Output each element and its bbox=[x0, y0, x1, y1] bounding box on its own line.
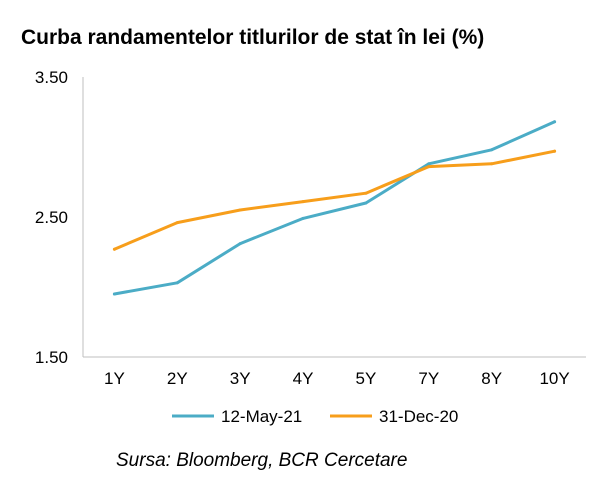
x-tick-label: 10Y bbox=[539, 369, 569, 388]
x-tick-label: 5Y bbox=[356, 369, 377, 388]
x-tick-label: 1Y bbox=[104, 369, 125, 388]
data-point bbox=[553, 149, 557, 153]
x-tick-label: 4Y bbox=[293, 369, 314, 388]
legend-label-1: 12-May-21 bbox=[221, 407, 302, 426]
data-point bbox=[427, 162, 431, 166]
data-point bbox=[490, 162, 494, 166]
chart-title: Curba randamentelor titlurilor de stat î… bbox=[21, 26, 485, 49]
data-point bbox=[175, 221, 179, 225]
data-point bbox=[553, 120, 557, 124]
y-tick-label: 1.50 bbox=[35, 348, 68, 367]
data-point bbox=[364, 201, 368, 205]
series-line-2 bbox=[112, 149, 557, 251]
series-lines bbox=[112, 120, 557, 296]
x-tick-label: 3Y bbox=[230, 369, 251, 388]
data-point bbox=[364, 191, 368, 195]
legend-label-2: 31-Dec-20 bbox=[379, 407, 458, 426]
y-tick-labels: 3.50 2.50 1.50 bbox=[35, 68, 68, 367]
x-tick-labels: 1Y 2Y 3Y 4Y 5Y 7Y 8Y 10Y bbox=[104, 369, 570, 388]
data-point bbox=[238, 208, 242, 212]
x-tick-label: 2Y bbox=[167, 369, 188, 388]
data-point bbox=[175, 281, 179, 285]
data-point bbox=[301, 200, 305, 204]
data-point bbox=[112, 247, 116, 251]
x-tick-label: 8Y bbox=[481, 369, 502, 388]
source-note: Sursa: Bloomberg, BCR Cercetare bbox=[116, 450, 408, 471]
x-tick-label: 7Y bbox=[418, 369, 439, 388]
data-point bbox=[301, 216, 305, 220]
series-line-1 bbox=[112, 120, 557, 296]
y-tick-label: 3.50 bbox=[35, 68, 68, 87]
data-point bbox=[112, 292, 116, 296]
y-tick-label: 2.50 bbox=[35, 208, 68, 227]
legend: 12-May-21 31-Dec-20 bbox=[172, 407, 458, 426]
data-point bbox=[490, 148, 494, 152]
data-point bbox=[238, 242, 242, 246]
data-point bbox=[427, 165, 431, 169]
